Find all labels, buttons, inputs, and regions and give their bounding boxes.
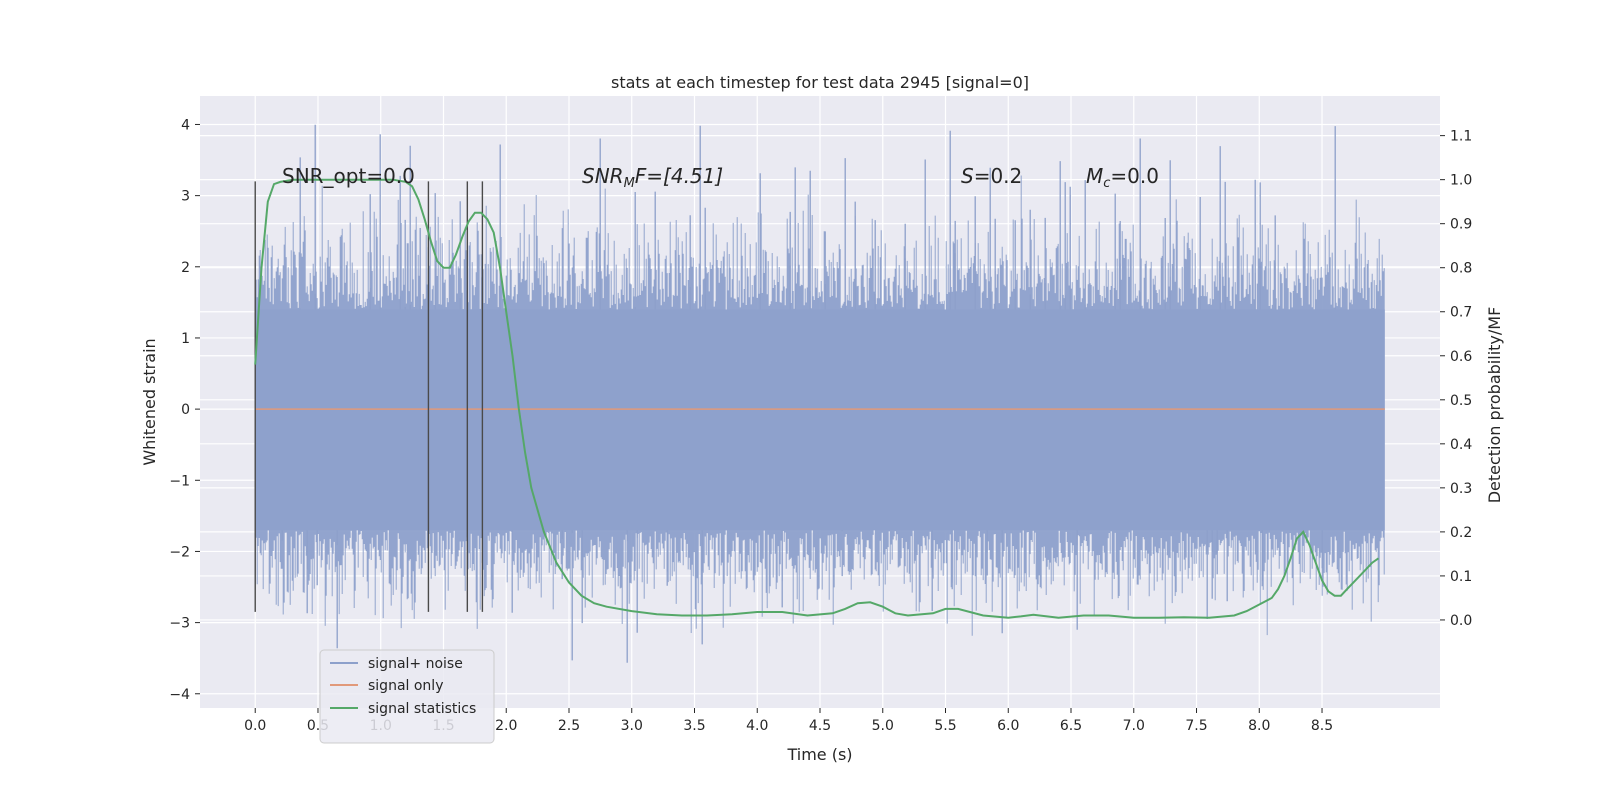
- y-left-tick-label: −4: [169, 687, 190, 703]
- signal-statistics-line: [254, 178, 1380, 619]
- axis-ticks: 0.00.51.01.52.02.53.03.54.04.55.05.56.06…: [169, 117, 1472, 734]
- x-axis-label: Time (s): [786, 745, 852, 764]
- y-left-tick-label: 0: [181, 402, 190, 418]
- annotation-mc-sub: c: [1103, 176, 1110, 191]
- x-tick-label: 5.5: [934, 718, 956, 734]
- y-right-tick-label: 0.6: [1450, 349, 1472, 365]
- x-tick-label: 3.5: [683, 718, 705, 734]
- y-right-tick-label: 0.8: [1450, 261, 1472, 277]
- legend: signal+ noise signal only signal statist…: [319, 649, 495, 744]
- x-tick-label: 5.0: [872, 718, 894, 734]
- x-tick-label: 8.5: [1311, 718, 1333, 734]
- y-right-tick-label: 0.7: [1450, 305, 1472, 321]
- y-right-tick-label: 0.1: [1450, 569, 1472, 585]
- annotation-snr-mf: SNRMF=[4.51]: [582, 164, 723, 191]
- y-right-tick-label: 1.1: [1450, 129, 1472, 145]
- x-tick-label: 3.0: [621, 718, 643, 734]
- y-right-tick-label: 0.5: [1450, 393, 1472, 409]
- y-left-tick-label: −3: [169, 616, 190, 632]
- legend-box: [319, 649, 495, 744]
- x-tick-label: 8.0: [1248, 718, 1270, 734]
- annotation-snr-mf-sub: M: [624, 176, 635, 191]
- x-tick-label: 7.0: [1123, 718, 1145, 734]
- chart-title: stats at each timestep for test data 294…: [611, 73, 1029, 92]
- x-tick-label: 7.5: [1185, 718, 1207, 734]
- y-right-tick-label: 0.4: [1450, 437, 1472, 453]
- vertical-markers: [254, 181, 484, 612]
- legend-label-signal-only: signal only: [368, 678, 443, 694]
- annotation-mc-main: M: [1086, 164, 1103, 188]
- y-left-tick-label: −2: [169, 544, 190, 560]
- annotation-snr-mf-main: SNR: [582, 164, 624, 188]
- x-tick-label: 2.0: [495, 718, 517, 734]
- y-left-tick-label: 2: [181, 260, 190, 276]
- y-axis-label-right: Detection probability/MF: [1485, 307, 1504, 504]
- annotation-snr-opt: SNR_opt=0.0: [282, 164, 415, 188]
- annotation-s-main: S: [961, 164, 974, 188]
- legend-label-signal-statistics: signal statistics: [368, 701, 476, 717]
- series-signal-statistics: [254, 178, 1380, 619]
- y-right-tick-label: 0.0: [1450, 613, 1472, 629]
- x-tick-label: 6.5: [1060, 718, 1082, 734]
- y-left-tick-label: 3: [181, 189, 190, 205]
- annotation-s-rest: =0.2: [974, 164, 1023, 188]
- annotation-mc: Mc=0.0: [1086, 164, 1159, 191]
- series-signal-plus-noise: [254, 124, 1385, 663]
- annotation-snr-mf-rest: F=[4.51]: [635, 164, 723, 188]
- legend-label-signal-plus-noise: signal+ noise: [368, 656, 463, 672]
- x-tick-label: 6.0: [997, 718, 1019, 734]
- x-tick-label: 0.0: [244, 718, 266, 734]
- annotation-s: S=0.2: [961, 164, 1022, 188]
- x-tick-label: 2.5: [558, 718, 580, 734]
- y-right-tick-label: 1.0: [1450, 173, 1472, 189]
- noise-spikes: [281, 124, 1336, 663]
- y-right-tick-label: 0.2: [1450, 525, 1472, 541]
- x-tick-label: 4.0: [746, 718, 768, 734]
- annotation-mc-rest: =0.0: [1110, 164, 1159, 188]
- y-left-tick-label: 1: [181, 331, 190, 347]
- x-tick-label: 4.5: [809, 718, 831, 734]
- y-right-tick-label: 0.9: [1450, 217, 1472, 233]
- y-left-tick-label: −1: [169, 473, 190, 489]
- y-axis-label-left: Whitened strain: [140, 338, 159, 465]
- y-right-tick-label: 0.3: [1450, 481, 1472, 497]
- y-left-tick-label: 4: [181, 117, 190, 133]
